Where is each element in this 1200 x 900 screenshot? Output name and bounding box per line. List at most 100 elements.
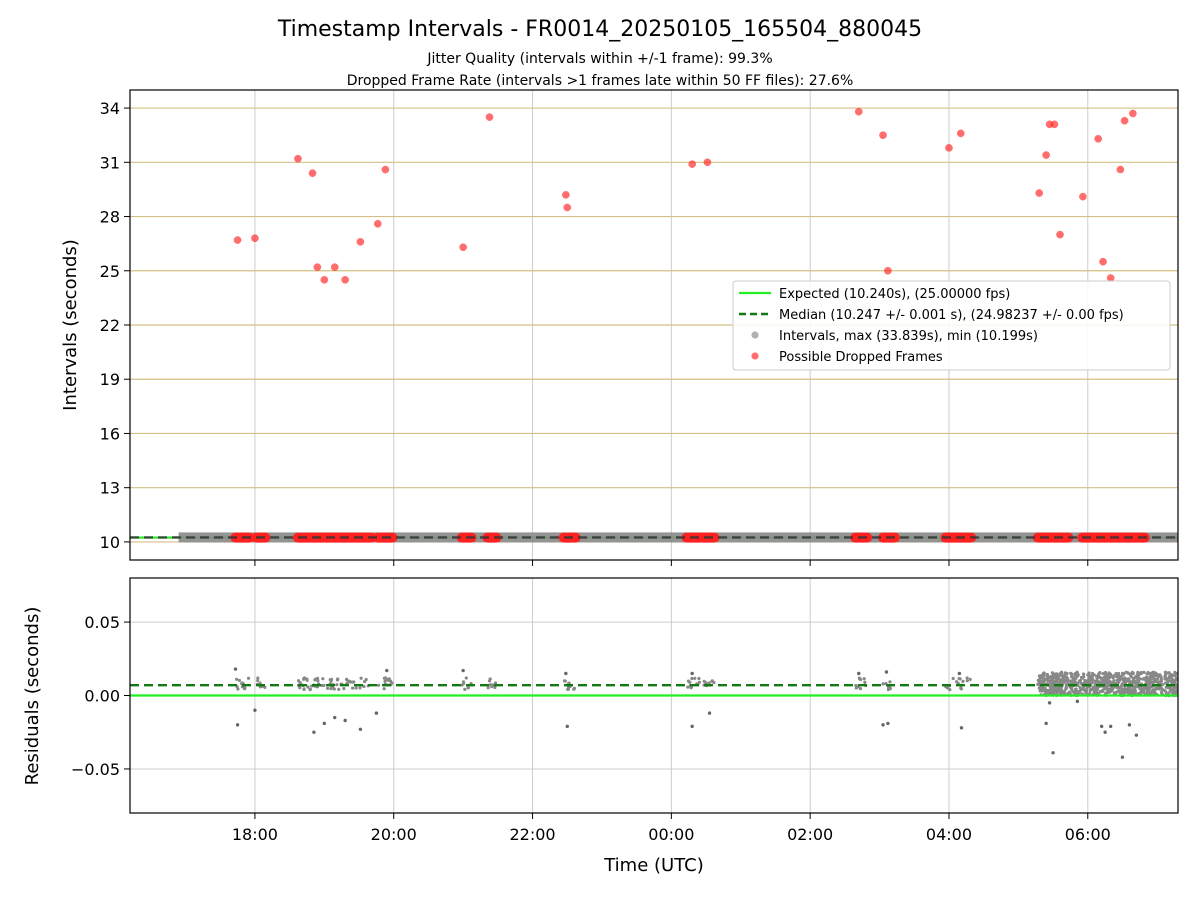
y-tick-label: 31 [100,153,120,172]
residual-point [1122,679,1126,683]
residual-point [1056,685,1060,690]
residual-outlier [565,724,569,729]
y-tick-label: −0.05 [71,760,120,779]
residual-point [493,685,497,690]
residual-point [493,681,498,685]
residual-outlier [385,668,389,673]
residual-outlier [1134,733,1139,737]
residual-point [1050,684,1055,688]
y-tick-label: 16 [100,424,120,443]
y-tick-label: 13 [100,479,120,498]
dropped-frame-point [251,234,259,243]
residual-point [1082,675,1086,679]
residual-point [1129,675,1133,679]
residual-point [1098,681,1102,685]
x-tick-label: 04:00 [926,825,972,844]
residual-point [1092,685,1096,689]
residual-point [1122,672,1126,676]
dropped-frame-point [459,243,467,252]
residual-point [1074,689,1078,693]
residual-point [1090,678,1094,682]
dropped-frame-point [330,263,339,272]
residual-point [1064,687,1068,691]
residual-point [1105,684,1109,688]
residual-point [363,680,367,684]
residual-outlier [884,670,889,674]
dropped-frame-point [381,165,390,174]
residual-point [1078,678,1083,683]
dropped-frame-point [373,219,382,228]
residual-point [888,686,892,691]
residual-point [1129,690,1134,694]
residual-point [686,679,691,683]
residual-point [308,688,312,692]
residual-point [1039,686,1044,691]
residual-point [389,679,393,683]
top-y-axis-label: Intervals (seconds) [60,239,81,411]
residual-point [1112,691,1116,695]
dropped-frame-point [1042,151,1050,159]
residual-point [237,678,242,683]
chart-title: Timestamp Intervals - FR0014_20250105_16… [277,17,922,42]
y-tick-label: 19 [100,370,120,389]
residual-outlier [1047,701,1052,705]
residual-outlier [374,711,379,715]
residual-point [1038,679,1042,684]
legend-label: Median (10.247 +/- 0.001 s), (24.98237 +… [779,308,1124,323]
legend: Expected (10.240s), (25.00000 fps) Median… [732,280,1171,371]
residual-point [359,676,363,680]
residual-point [968,677,972,681]
residual-point [1092,691,1096,695]
residual-point [857,676,861,680]
residual-outlier [233,667,238,671]
residual-point [862,677,866,681]
residual-point [234,677,239,681]
residual-outlier [322,721,327,726]
residual-outlier [235,723,240,727]
dropped-frame-point [562,190,570,199]
residual-point [1063,671,1067,676]
residual-point [1051,676,1055,680]
residual-point [1115,685,1119,690]
dropped-frame-cluster [1032,532,1074,543]
dropped-frame-point [356,237,365,246]
residual-outlier [253,708,257,712]
residual-point [313,678,317,682]
residual-point [351,680,355,684]
residual-point [1079,681,1083,685]
residual-point [1148,676,1152,680]
dropped-frame-point [884,266,892,275]
residual-point [1124,670,1128,674]
residual-point [1147,685,1152,689]
dropped-frame-point [1050,120,1059,129]
top-data [130,107,1178,543]
residual-point [1069,672,1074,676]
residual-point [376,683,381,687]
residual-point [1045,673,1049,677]
residual-point [1138,686,1142,691]
residual-outlier [1120,755,1125,759]
residual-point [256,678,260,683]
residual-point [1042,681,1046,685]
residual-point [1040,689,1044,693]
residual-point [332,687,336,691]
residual-point [1139,671,1143,675]
residual-point [1119,675,1123,680]
residual-point [1114,671,1118,676]
residual-outlier [1075,699,1080,704]
residual-point [567,681,571,685]
residual-point [693,676,697,680]
residual-point [1093,679,1097,683]
residual-outlier [881,723,885,727]
residual-point [1062,675,1067,679]
residual-outlier [312,730,316,734]
residual-point [1105,673,1110,677]
residual-point [1100,678,1105,683]
residual-point [863,680,867,685]
legend-swatch-dot [751,352,759,360]
residual-outlier [1099,724,1104,729]
residual-point [302,677,306,681]
residual-point [1159,675,1163,679]
residual-point [306,685,310,689]
residual-point [965,679,969,683]
